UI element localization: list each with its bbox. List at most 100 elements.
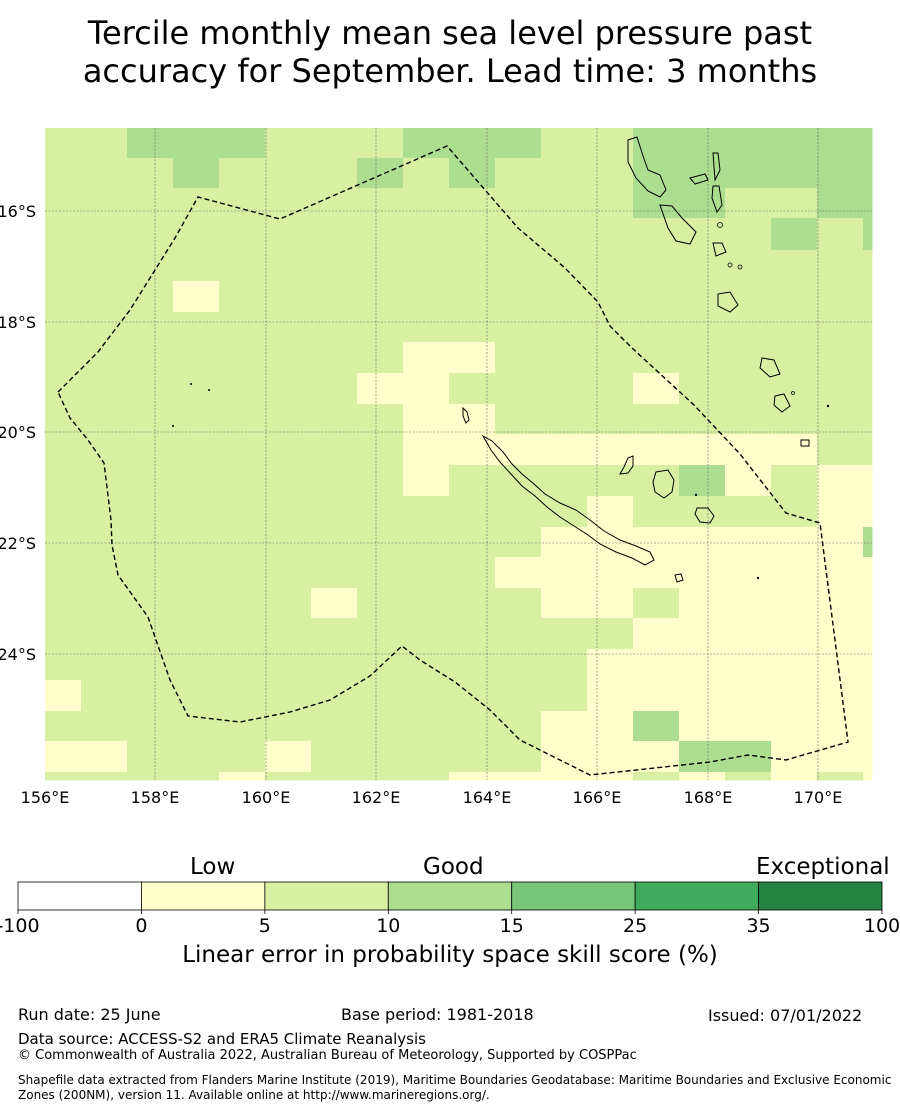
grid-cell (219, 618, 266, 650)
colorbar-segment (264, 881, 389, 911)
grid-cell (173, 465, 220, 497)
grid-cell (863, 128, 873, 159)
lon-tick-label: 162°E (352, 788, 401, 807)
grid-cell (771, 128, 818, 159)
colorbar-title: Linear error in probability space skill … (182, 942, 718, 968)
grid-cell (45, 680, 82, 712)
grid-cell (265, 680, 312, 712)
grid-cell (495, 312, 542, 343)
grid-cell (219, 312, 266, 343)
grid-cell (127, 218, 174, 251)
grid-cell (265, 404, 312, 435)
grid-cell (771, 711, 818, 742)
lon-tick-label: 168°E (684, 788, 733, 807)
malekula-island (659, 204, 697, 245)
grid-cell (403, 312, 450, 343)
lon-tick-label: 160°E (242, 788, 291, 807)
tanna-island (773, 393, 791, 413)
run-date: Run date: 25 June (18, 1005, 161, 1024)
grid-cell (495, 557, 542, 589)
grid-cell (357, 496, 404, 528)
grid-cell (771, 218, 818, 251)
grid-cell (817, 527, 864, 558)
grid-cell (679, 158, 726, 189)
grid-cell (265, 373, 312, 405)
small-islet (190, 383, 192, 385)
grid-cell (449, 434, 496, 466)
grid-cell (403, 588, 450, 619)
grid-cell (725, 434, 772, 466)
grid-cell (173, 434, 220, 466)
grid-cell (587, 250, 634, 282)
grid-cell (311, 496, 358, 528)
grid-cell (817, 250, 864, 282)
grid-cell (495, 680, 542, 712)
colorbar-tick-label: 100 (864, 915, 900, 937)
grid-cell (679, 373, 726, 405)
grid-cell (219, 434, 266, 466)
grid-cell (81, 588, 128, 619)
grid-cell (265, 772, 312, 781)
grid-cell (173, 158, 220, 189)
axis-labels: 156°E 158°E 160°E 162°E 164°E 166°E 168°E 170°E… (0, 202, 842, 807)
grid-cell (725, 496, 772, 528)
grid-cell (817, 772, 864, 781)
isle-of-pines (674, 573, 684, 583)
grid-cell (633, 312, 680, 343)
grid-cell (771, 373, 818, 405)
grid-cell (449, 588, 496, 619)
colorbar-tick-label: 5 (259, 915, 271, 937)
grid-cell (219, 588, 266, 619)
grid-cell (265, 158, 312, 189)
grid-cell (587, 434, 634, 466)
grid-cell (863, 250, 873, 282)
grid-cell (587, 772, 634, 781)
grid-cell (219, 404, 266, 435)
grid-cell (81, 680, 128, 712)
lon-tick-label: 158°E (131, 788, 180, 807)
grid-cell (587, 588, 634, 619)
chart-title: Tercile monthly mean sea level pressure … (0, 14, 900, 90)
grid-cell (311, 404, 358, 435)
grid-cell (679, 465, 726, 497)
grid-cell (449, 128, 496, 159)
grid-cell (403, 128, 450, 159)
grid-cell (357, 128, 404, 159)
grid-cell (449, 158, 496, 189)
maewo-island (712, 152, 721, 182)
grid-cell (81, 711, 128, 742)
grid-cell (219, 373, 266, 405)
grid-cell (633, 557, 680, 589)
grid-cell (863, 618, 873, 650)
grid-cell (449, 218, 496, 251)
erromango-island (759, 357, 781, 378)
grid-cell (403, 434, 450, 466)
grid-cell (81, 618, 128, 650)
grid-cell (403, 618, 450, 650)
grid-cell (771, 741, 818, 773)
grid-cell (449, 250, 496, 282)
grid-cell (219, 496, 266, 528)
grid-cell (633, 404, 680, 435)
lat-tick-label: 22°S (0, 534, 36, 553)
grid-cell (357, 158, 404, 189)
colorbar-tick-label: 35 (746, 915, 770, 937)
grid-cell (817, 218, 864, 251)
grid-cell (357, 772, 404, 781)
grid-cell (173, 680, 220, 712)
grid-cell (127, 342, 174, 374)
grid-cell (495, 527, 542, 558)
grid-cell (265, 434, 312, 466)
lifou-island (652, 469, 675, 499)
grid-cell (219, 680, 266, 712)
grid-cell (725, 588, 772, 619)
grid-cell (45, 711, 82, 742)
grid-cell (679, 404, 726, 435)
mare-island (694, 507, 715, 524)
grid-cell (357, 188, 404, 219)
grid-cell (817, 342, 864, 374)
colorbar-tick-label: 0 (135, 915, 147, 937)
grid-cell (541, 680, 588, 712)
grid-cell (725, 218, 772, 251)
grid-cell (449, 527, 496, 558)
